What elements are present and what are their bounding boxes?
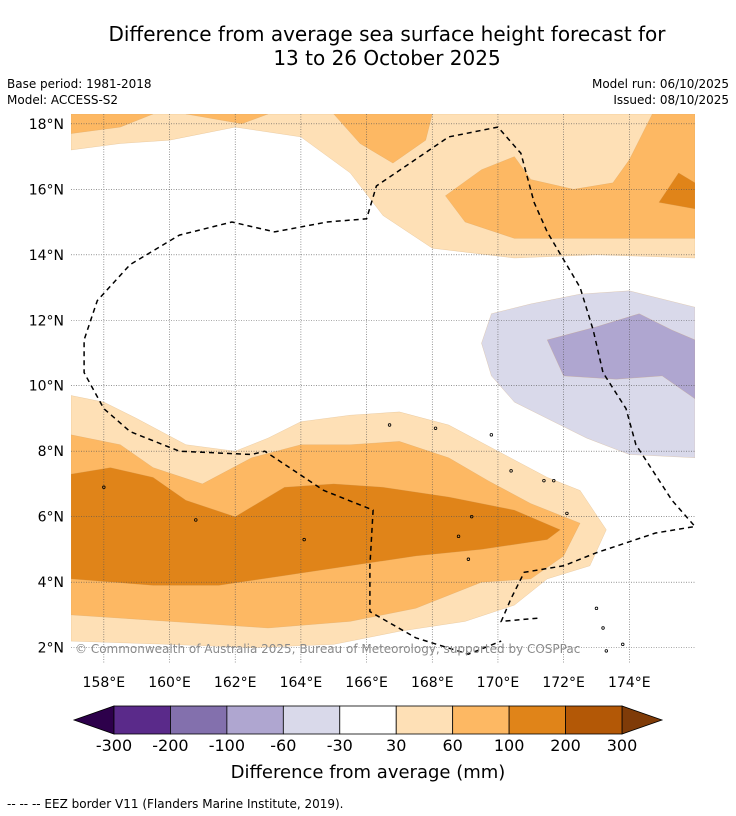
x-tick-label: 158°E: [83, 675, 126, 691]
island-7: [542, 478, 546, 483]
meta-right: Model run: 06/10/2025 Issued: 08/10/2025: [592, 76, 729, 108]
contour-band-100-200-north-east: [658, 172, 695, 210]
island-5: [489, 433, 494, 437]
issued-label: Issued: 08/10/2025: [613, 93, 729, 107]
contour-band-60-100-north-centre: [333, 114, 433, 164]
colorbar-segment: [282, 705, 341, 735]
colorbar-segment: [395, 705, 454, 735]
x-tick-label: 166°E: [345, 675, 388, 691]
contour-band-60-100-north-west: [71, 114, 154, 134]
island-15: [604, 649, 609, 653]
island-12: [466, 557, 471, 561]
colorbar-extend-low: [72, 705, 115, 735]
model-run-label: Model run: 06/10/2025: [591, 77, 729, 91]
colorbar-segment: [508, 705, 566, 735]
base-period-label: Base period: 1981-2018: [7, 77, 152, 91]
island-9: [565, 511, 569, 516]
colorbar-segment: [170, 705, 228, 735]
island-11: [456, 534, 461, 539]
y-tick-label: 10°N: [29, 379, 64, 395]
colorbar-tick-label: -200: [152, 736, 188, 755]
y-tick-label: 8°N: [38, 444, 64, 460]
island-8: [552, 478, 556, 483]
contour-band-100-200-south: [71, 467, 561, 586]
island-2: [194, 518, 198, 522]
plot-area: © Commonwealth of Australia 2025, Bureau…: [71, 114, 695, 664]
eez-border-legend: -- -- -- EEZ border V11 (Flanders Marine…: [7, 797, 344, 811]
island-16: [621, 642, 625, 647]
x-tick-label: 170°E: [477, 675, 520, 691]
y-tick-label: 18°N: [29, 117, 64, 133]
y-tick-label: 6°N: [38, 510, 64, 526]
colorbar-tick-label: -100: [209, 736, 245, 755]
colorbar-tick-label: -30: [327, 736, 353, 755]
contour-band-60-100-north-top: [185, 114, 269, 125]
meta-left: Base period: 1981-2018 Model: ACCESS-S2: [7, 76, 152, 108]
axis-labels: 158°E 160°E 162°E 164°E 166°E 168°E 170°E 172°E…: [29, 117, 651, 691]
copyright-notice: © Commonwealth of Australia 2025, Bureau…: [75, 642, 580, 656]
colorbar-segment: [452, 705, 510, 735]
y-tick-label: 14°N: [29, 248, 64, 264]
colorbar-tick-label: -300: [96, 736, 132, 755]
colorbar-tick-label: 100: [494, 736, 525, 755]
x-tick-label: 172°E: [542, 675, 585, 691]
island-6: [509, 469, 513, 473]
y-tick-label: 2°N: [38, 641, 64, 657]
eez-border-layer: [83, 126, 695, 655]
colorbar-segment: [565, 705, 623, 735]
colorbar-segment: [339, 705, 397, 735]
island-0: [102, 485, 106, 489]
colorbar-tick-label: -60: [270, 736, 296, 755]
colorbar-tick-label: 300: [607, 736, 638, 755]
x-tick-label: 160°E: [148, 675, 191, 691]
island-1: [302, 537, 306, 542]
colorbar-segment: [226, 705, 284, 735]
x-tick-label: 162°E: [214, 675, 257, 691]
island-3: [387, 423, 392, 427]
island-14: [601, 626, 605, 630]
island-10: [469, 514, 474, 519]
colorbar-extend-high: [621, 705, 664, 735]
island-13: [594, 606, 599, 611]
y-tick-label: 16°N: [29, 182, 64, 198]
eez-border: [83, 126, 695, 655]
island-4: [433, 426, 438, 430]
colorbar-tick-label: 60: [442, 736, 462, 755]
colorbar-title: Difference from average (mm): [231, 762, 506, 783]
y-tick-label: 4°N: [38, 575, 64, 591]
colorbar-tick-label: 200: [550, 736, 581, 755]
contour-band-60-100-north-east: [445, 114, 695, 239]
chart-title: Difference from average sea surface heig…: [0, 22, 736, 70]
gridlines: [71, 114, 695, 664]
island-markers: [102, 423, 625, 653]
colorbar-tick-label: 30: [386, 736, 406, 755]
x-tick-label: 174°E: [608, 675, 651, 691]
colorbar-segment: [113, 705, 171, 735]
x-tick-label: 164°E: [280, 675, 323, 691]
title-line-2: 13 to 26 October 2025: [273, 46, 501, 70]
contour-band-neg60-neg100: [546, 313, 695, 400]
colorbar: -300 -200 -100 -60 -30 30 60 100 200 300: [72, 705, 664, 755]
y-tick-label: 12°N: [29, 313, 64, 329]
contour-regions: [71, 114, 695, 648]
x-tick-label: 168°E: [411, 675, 454, 691]
model-label: Model: ACCESS-S2: [7, 93, 119, 107]
title-line-1: Difference from average sea surface heig…: [108, 22, 666, 46]
